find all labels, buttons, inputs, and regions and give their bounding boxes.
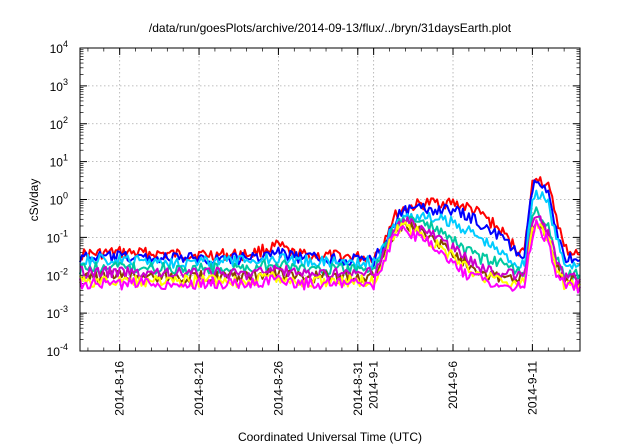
y-tick-labels: 10-4 10-3 10-2 10-1 100 101 102 103 104 xyxy=(47,39,68,359)
axis-ticks xyxy=(80,47,581,352)
x-tick-label: 2014-8-16 xyxy=(113,361,127,416)
x-tick-labels: 2014-8-16 2014-8-21 2014-8-26 2014-8-31 2014… xyxy=(113,361,540,416)
x-tick-label: 2014-8-26 xyxy=(271,361,285,416)
chart-title: /data/run/goesPlots/archive/2014-09-13/f… xyxy=(149,21,512,35)
series-line xyxy=(79,219,581,294)
series-line xyxy=(79,215,581,285)
grid xyxy=(80,48,580,351)
x-tick-label: 2014-9-11 xyxy=(525,361,539,415)
series-line xyxy=(79,206,581,282)
y-tick-label: 10-4 xyxy=(47,342,68,359)
y-tick-label: 10-1 xyxy=(47,228,68,245)
x-axis-label: Coordinated Universal Time (UTC) xyxy=(238,430,422,444)
x-tick-label: 2014-9-6 xyxy=(446,361,460,409)
y-tick-label: 100 xyxy=(50,191,68,208)
y-tick-label: 102 xyxy=(50,115,68,132)
series-line xyxy=(79,176,581,264)
x-tick-label: 2014-8-21 xyxy=(192,361,206,416)
plot-frame xyxy=(79,47,581,352)
x-tick-label: 2014-9-1 xyxy=(367,361,381,409)
y-axis-label: cSv/day xyxy=(27,179,41,222)
y-tick-label: 10-2 xyxy=(47,266,68,283)
y-tick-label: 10-3 xyxy=(47,304,68,321)
x-tick-label: 2014-8-31 xyxy=(351,361,365,416)
y-tick-label: 103 xyxy=(50,77,68,94)
y-tick-label: 101 xyxy=(50,153,68,170)
y-tick-label: 104 xyxy=(50,39,68,56)
series-group xyxy=(79,176,581,294)
